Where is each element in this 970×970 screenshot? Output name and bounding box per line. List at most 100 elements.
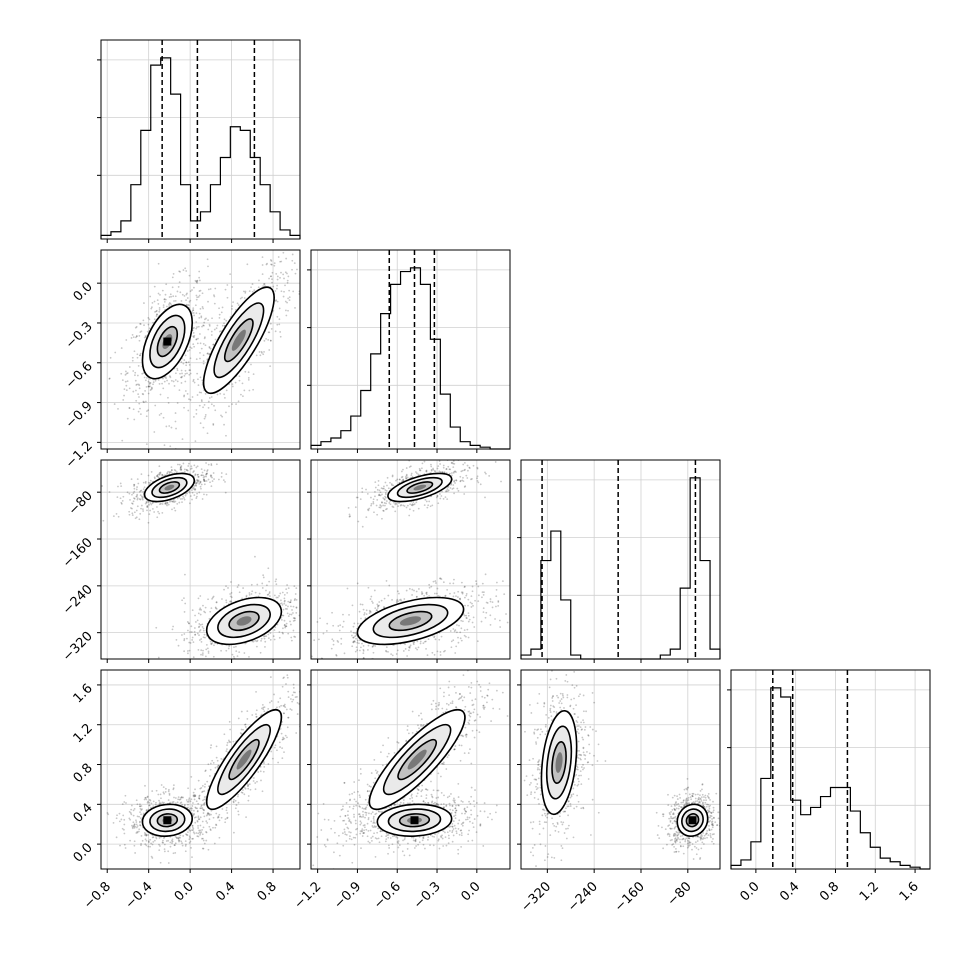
density-contour (149, 314, 186, 369)
y-tick-label: −0.3 (63, 319, 96, 352)
x-tick-label: −240 (565, 879, 601, 915)
density-contour (387, 472, 453, 503)
density-contour (382, 723, 452, 796)
density-contour (406, 481, 434, 494)
density-contour (396, 476, 443, 499)
density-peak (688, 816, 697, 825)
histogram-bars (310, 267, 510, 450)
x-tick-label: 0.4 (777, 879, 802, 904)
x-tick-label: 0.0 (737, 879, 762, 904)
x-tick-label: −0.4 (123, 879, 156, 912)
y-tick-label: 0.4 (71, 801, 96, 826)
density-contour (372, 603, 449, 639)
x-tick-label: 0.8 (817, 879, 842, 904)
density-contour (551, 741, 567, 785)
histogram-panel: 0.0 0.4 0.8 1.2 1.6 (727, 669, 931, 904)
joint-panel: −1.2 −0.9 −0.6 −0.3 0.0 (63, 249, 301, 472)
y-tick-label: 0.8 (71, 761, 96, 786)
x-tick-label: −0.6 (371, 879, 404, 912)
density-contour (681, 808, 704, 833)
density-contour (202, 286, 275, 395)
x-tick-label: −0.3 (411, 879, 444, 912)
y-tick-label: −0.9 (63, 399, 96, 432)
density-peak (163, 816, 172, 825)
density-fill (407, 749, 427, 770)
density-peak (410, 816, 419, 825)
x-tick-label: 0.0 (458, 879, 483, 904)
x-tick-label: 0.0 (172, 879, 197, 904)
density-peak (407, 617, 415, 625)
y-tick-label: 0.0 (71, 840, 96, 865)
density-contour (540, 709, 578, 816)
density-contour (545, 725, 573, 800)
histogram-bars (100, 57, 301, 239)
density-fill (236, 616, 252, 626)
y-tick-label: −80 (66, 488, 96, 518)
joint-panel (307, 459, 511, 663)
y-tick-label: 1.2 (71, 721, 96, 746)
density-peak (416, 484, 424, 492)
density-contour (156, 813, 179, 828)
y-tick-label: −320 (60, 629, 96, 665)
density-contour (223, 318, 254, 363)
y-tick-label: −0.6 (63, 359, 96, 392)
joint-panel: −1.2−0.9−0.6−0.3 0.0 (292, 669, 511, 912)
x-tick-label: −1.2 (292, 879, 325, 912)
density-peak (555, 759, 563, 767)
y-tick-label: −240 (60, 582, 96, 618)
density-contour (151, 476, 188, 499)
density-contour (141, 803, 194, 837)
histogram-panel (307, 249, 511, 453)
density-peak (413, 756, 421, 764)
density-contour (685, 813, 700, 828)
histogram-bars (730, 687, 930, 870)
density-peak (240, 756, 248, 764)
density-contour (213, 302, 265, 379)
density-peak (163, 337, 172, 346)
x-tick-label: −80 (665, 879, 695, 909)
density-contour (397, 738, 438, 781)
density-contour (149, 808, 186, 833)
y-tick-label: 0.0 (71, 279, 96, 304)
density-contour (158, 481, 181, 494)
x-tick-label: 1.2 (857, 879, 882, 904)
x-tick-label: −0.8 (81, 879, 114, 912)
density-contour (217, 603, 271, 639)
density-contour (217, 723, 271, 796)
y-tick-label: 1.6 (71, 681, 96, 706)
density-contour (156, 325, 179, 358)
density-peak (165, 484, 173, 492)
histogram-panel (97, 39, 301, 243)
x-tick-label: 0.8 (255, 879, 280, 904)
density-contour (387, 808, 442, 833)
density-peak (235, 336, 243, 344)
joint-panel: −320 −240 −160 −80 (60, 459, 301, 665)
y-tick-label: −160 (60, 535, 96, 571)
density-peak (240, 617, 248, 625)
density-contour (228, 738, 260, 781)
density-contour (143, 472, 196, 503)
density-contour (205, 708, 283, 811)
histogram-panel (517, 459, 721, 663)
density-contour (228, 610, 260, 632)
density-contour (388, 610, 433, 632)
density-contour (676, 803, 709, 837)
x-tick-label: 0.4 (213, 879, 238, 904)
density-contour (141, 303, 194, 380)
y-tick-label: −1.2 (63, 439, 96, 472)
density-fill (231, 329, 246, 351)
density-contour (376, 803, 453, 837)
x-tick-label: −320 (518, 879, 554, 915)
x-tick-label: −160 (612, 879, 648, 915)
joint-panel: −0.8 −0.4 0.0 0.4 0.8 0.0 0.4 0.8 1.2 1.6 (71, 669, 301, 912)
joint-panel: −320 −240 −160 −80 (517, 669, 721, 915)
density-fill (413, 484, 427, 491)
density-contour (398, 813, 431, 828)
density-fill (555, 752, 563, 773)
x-tick-label: 1.6 (897, 879, 922, 904)
density-contour (205, 596, 283, 646)
density-contour (356, 596, 465, 646)
density-contour (368, 709, 466, 811)
x-tick-label: −0.9 (331, 879, 364, 912)
